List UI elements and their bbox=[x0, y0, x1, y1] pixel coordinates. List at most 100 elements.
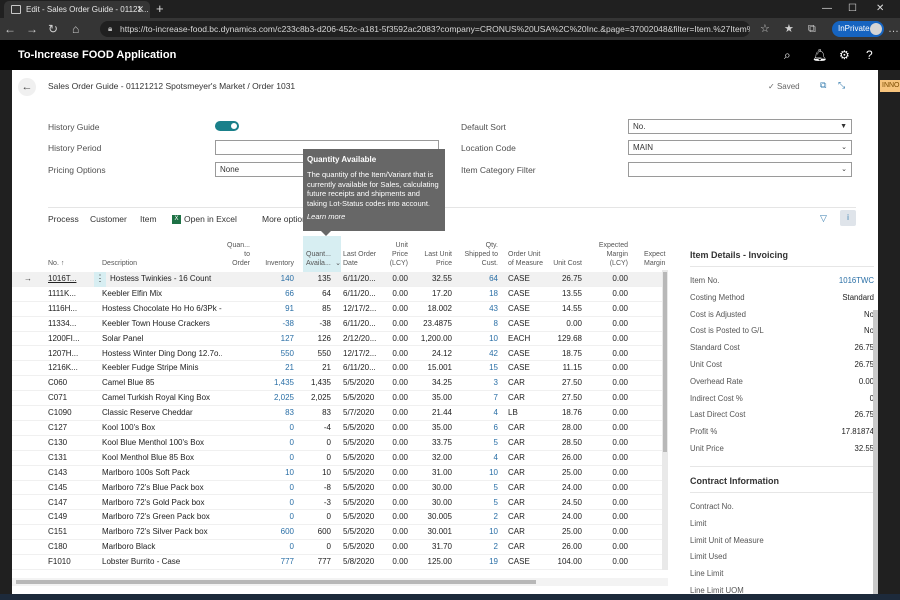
pricing-options-select[interactable]: None bbox=[215, 162, 305, 177]
cell-inventory[interactable]: 91 bbox=[285, 303, 294, 313]
cell-inventory[interactable]: 66 bbox=[285, 288, 294, 298]
factbox-scrollbar[interactable] bbox=[873, 310, 878, 594]
row-menu-icon[interactable]: ⋮ bbox=[94, 272, 106, 287]
cell-inventory[interactable]: 0 bbox=[289, 482, 294, 492]
url-bar[interactable]: 🔒︎ https://to-increase-food.bc.dynamics.… bbox=[100, 21, 750, 37]
open-in-excel-action[interactable]: X Open in Excel bbox=[172, 208, 237, 230]
col-unit-price-header[interactable]: Unit Price (LCY) bbox=[389, 242, 408, 267]
cell-inventory[interactable]: 10 bbox=[285, 467, 294, 477]
scroll-thumb[interactable] bbox=[16, 580, 536, 584]
cell-no[interactable]: 1200FI... bbox=[48, 333, 80, 343]
cell-no[interactable]: C130 bbox=[48, 437, 68, 447]
col-unit-cost-header[interactable]: Unit Cost bbox=[553, 260, 582, 267]
col-last-unit-price-header[interactable]: Last Unit Price bbox=[424, 251, 452, 267]
table-row[interactable]: C147 Marlboro 72's Gold Pack box 0 -3 5/5/20… bbox=[12, 496, 668, 511]
cell-qty-shipped[interactable]: 5 bbox=[493, 497, 498, 507]
cell-inventory[interactable]: 21 bbox=[285, 363, 294, 373]
table-row[interactable]: C130 Kool Blue Menthol 100's Box 0 0 5/5/202… bbox=[12, 436, 668, 451]
cell-no[interactable]: C145 bbox=[48, 482, 68, 492]
cell-no[interactable]: 1111K... bbox=[48, 288, 77, 298]
history-guide-toggle[interactable] bbox=[215, 121, 239, 131]
table-row[interactable]: 1200FI... Solar Panel 127 126 2/12/20... 0.00… bbox=[12, 332, 668, 347]
home-icon[interactable]: ⌂ bbox=[72, 22, 80, 36]
table-row[interactable]: C149 Marlboro 72's Green Pack box 0 0 5/5/20… bbox=[12, 510, 668, 526]
cell-inventory[interactable]: 127 bbox=[280, 333, 294, 343]
table-row[interactable]: F1010 Lobster Burrito - Case 777 777 5/8/202… bbox=[12, 555, 668, 570]
table-row[interactable]: C131 Kool Menthol Blue 85 Box 0 0 5/5/2020 0.… bbox=[12, 451, 668, 466]
process-action[interactable]: Process bbox=[48, 214, 79, 224]
cell-qty-shipped[interactable]: 5 bbox=[493, 482, 498, 492]
cell-qty-shipped[interactable]: 5 bbox=[493, 437, 498, 447]
cell-qty-shipped[interactable]: 10 bbox=[489, 467, 498, 477]
cell-inventory[interactable]: 0 bbox=[289, 542, 294, 552]
col-no-header[interactable]: No. ↑ bbox=[48, 260, 65, 267]
cell-qty-shipped[interactable]: 6 bbox=[493, 423, 498, 432]
col-qty-shipped-header[interactable]: Qty. Shipped to Cust. bbox=[464, 242, 498, 267]
tab-close-icon[interactable]: ✕ bbox=[136, 4, 144, 14]
more-options-action[interactable]: More options bbox=[262, 214, 312, 224]
cell-inventory[interactable]: 83 bbox=[285, 408, 294, 418]
col-last-order-date-header[interactable]: Last Order Date bbox=[343, 251, 377, 267]
cell-no[interactable]: C1090 bbox=[48, 408, 72, 418]
cell-qty-shipped[interactable]: 4 bbox=[493, 452, 498, 462]
table-row[interactable]: 11334... Keebler Town House Crackers -38 -3… bbox=[12, 317, 668, 332]
factbox-value[interactable]: 1016TWC bbox=[838, 276, 874, 285]
col-uom-header[interactable]: Order Unit of Measure bbox=[508, 251, 544, 267]
table-row[interactable]: C127 Kool 100's Box 0 -4 5/5/2020 0.00 35.00 6 C… bbox=[12, 421, 668, 436]
open-new-window-icon[interactable]: ⧉ bbox=[820, 80, 827, 90]
scroll-thumb[interactable] bbox=[663, 272, 667, 452]
cell-inventory[interactable]: 0 bbox=[289, 423, 294, 432]
col-qty-available-header[interactable]: Quant... Availa... ⌄ bbox=[303, 236, 341, 272]
cell-no[interactable]: C143 bbox=[48, 467, 68, 477]
help-icon[interactable]: ? bbox=[866, 48, 873, 62]
table-row[interactable]: C071 Camel Turkish Royal King Box 2,025 2,0… bbox=[12, 391, 668, 407]
cell-qty-shipped[interactable]: 10 bbox=[489, 333, 498, 343]
cell-no[interactable]: C147 bbox=[48, 497, 68, 507]
search-icon[interactable]: ⌕ bbox=[784, 48, 791, 62]
table-row[interactable]: C180 Marlboro Black 0 0 5/5/2020 0.00 31.70 2 CA… bbox=[12, 540, 668, 556]
cell-no[interactable]: C131 bbox=[48, 452, 68, 462]
cell-no[interactable]: 1216K... bbox=[48, 363, 78, 373]
table-row[interactable]: C060 Camel Blue 85 1,435 1,435 5/5/2020 0.00 3… bbox=[12, 376, 668, 392]
cell-inventory[interactable]: -38 bbox=[282, 318, 294, 328]
table-row[interactable]: C145 Marlboro 72's Blue Pack box 0 -8 5/5/20… bbox=[12, 481, 668, 496]
table-row[interactable]: C1090 Classic Reserve Cheddar 83 83 5/7/2020… bbox=[12, 406, 668, 421]
table-row[interactable]: 1116H... Hostess Chocolate Ho Ho 6/3Pk -.… bbox=[12, 302, 668, 317]
browser-tab[interactable]: Edit - Sales Order Guide - 01121... ✕ bbox=[4, 1, 150, 18]
item-action[interactable]: Item bbox=[140, 214, 157, 224]
cell-no[interactable]: 11334... bbox=[48, 318, 77, 328]
col-description-header[interactable]: Description bbox=[102, 260, 138, 267]
cell-qty-shipped[interactable]: 10 bbox=[489, 527, 498, 537]
cell-inventory[interactable]: 0 bbox=[289, 452, 294, 462]
filter-icon[interactable]: ▽ bbox=[820, 213, 827, 223]
table-row[interactable]: 1111K... Keebler Elfin Mix 66 64 6/11/20... 0… bbox=[12, 287, 668, 302]
default-sort-select[interactable]: No. ▼ bbox=[628, 119, 852, 134]
table-row[interactable]: C151 Marlboro 72's Silver Pack box 600 600 5… bbox=[12, 525, 668, 541]
cell-no[interactable]: C149 bbox=[48, 512, 68, 522]
cell-no[interactable]: C127 bbox=[48, 423, 68, 432]
col-qty-to-order-header[interactable]: Quan... to Order bbox=[227, 242, 250, 267]
cell-qty-shipped[interactable]: 18 bbox=[489, 288, 498, 298]
cell-inventory[interactable]: 550 bbox=[280, 348, 294, 358]
cell-qty-shipped[interactable]: 42 bbox=[489, 348, 498, 358]
col-inventory-header[interactable]: Inventory bbox=[265, 260, 294, 267]
cell-no[interactable]: C151 bbox=[48, 527, 68, 537]
cell-inventory[interactable]: 777 bbox=[280, 557, 294, 567]
cell-inventory[interactable]: 140 bbox=[280, 274, 294, 283]
cell-qty-shipped[interactable]: 8 bbox=[493, 318, 498, 328]
refresh-icon[interactable]: ↻ bbox=[48, 22, 59, 36]
gear-icon[interactable]: ⚙ bbox=[839, 48, 850, 62]
favorite-icon[interactable]: ☆ bbox=[760, 23, 770, 35]
cell-inventory[interactable]: 0 bbox=[289, 497, 294, 507]
table-row[interactable]: → ⋮ 1016T... Hostess Twinkies - 16 Count 140… bbox=[12, 272, 668, 287]
cell-qty-shipped[interactable]: 2 bbox=[493, 542, 498, 552]
window-close-icon[interactable]: ✕ bbox=[876, 3, 885, 14]
table-row[interactable]: 1207H... Hostess Winter Ding Dong 12.7o..… bbox=[12, 347, 668, 362]
forward-nav-icon[interactable]: → bbox=[26, 22, 38, 36]
cell-inventory[interactable]: 2,025 bbox=[273, 393, 294, 403]
info-icon[interactable]: i bbox=[840, 210, 856, 226]
col-expected-margin-header[interactable]: Expected Margin (LCY) bbox=[598, 242, 628, 267]
cell-qty-shipped[interactable]: 19 bbox=[489, 557, 498, 567]
cell-no[interactable]: C071 bbox=[48, 393, 68, 403]
cell-qty-shipped[interactable]: 3 bbox=[493, 378, 498, 388]
